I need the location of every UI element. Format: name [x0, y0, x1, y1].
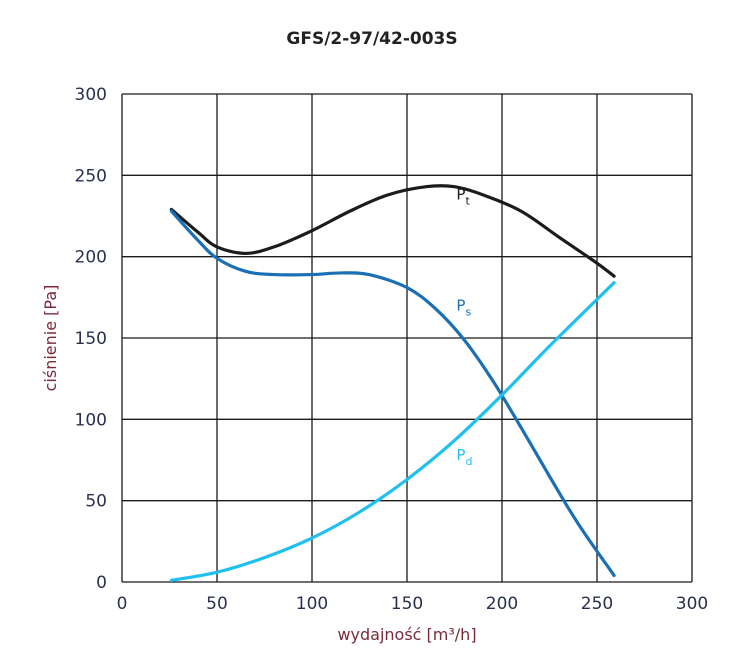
series-line-pd — [169, 281, 616, 582]
x-tick-label: 150 — [391, 594, 423, 614]
series-line-pt — [169, 184, 616, 278]
series-label-ps: Ps — [456, 296, 471, 318]
x-tick-label: 250 — [581, 594, 613, 614]
chart-title: GFS/2-97/42-003S — [286, 29, 457, 49]
y-tick-label: 250 — [75, 166, 107, 186]
y-tick-label: 200 — [75, 248, 107, 268]
series-label-pd: Pd — [456, 446, 472, 468]
y-tick-label: 100 — [75, 410, 107, 430]
y-tick-label: 300 — [75, 85, 107, 105]
y-tick-label: 0 — [96, 573, 107, 593]
grid — [121, 93, 693, 583]
y-tick-label: 150 — [75, 329, 107, 349]
x-tick-label: 300 — [676, 594, 708, 614]
x-tick-label: 50 — [206, 594, 228, 614]
series-line-ps — [169, 209, 616, 578]
x-tick-label: 0 — [117, 594, 128, 614]
x-axis-label: wydajność [m³/h] — [337, 625, 476, 644]
y-tick-labels: 0 50 100 150 200 250 300 — [75, 85, 107, 593]
series-group: Pt Ps Pd — [169, 184, 616, 582]
y-tick-label: 50 — [85, 492, 107, 512]
x-tick-labels: 0 50 100 150 200 250 300 — [117, 594, 709, 614]
y-axis-label: ciśnienie [Pa] — [41, 285, 60, 392]
x-tick-label: 200 — [486, 594, 518, 614]
series-label-pt: Pt — [456, 186, 470, 208]
x-tick-label: 100 — [296, 594, 328, 614]
